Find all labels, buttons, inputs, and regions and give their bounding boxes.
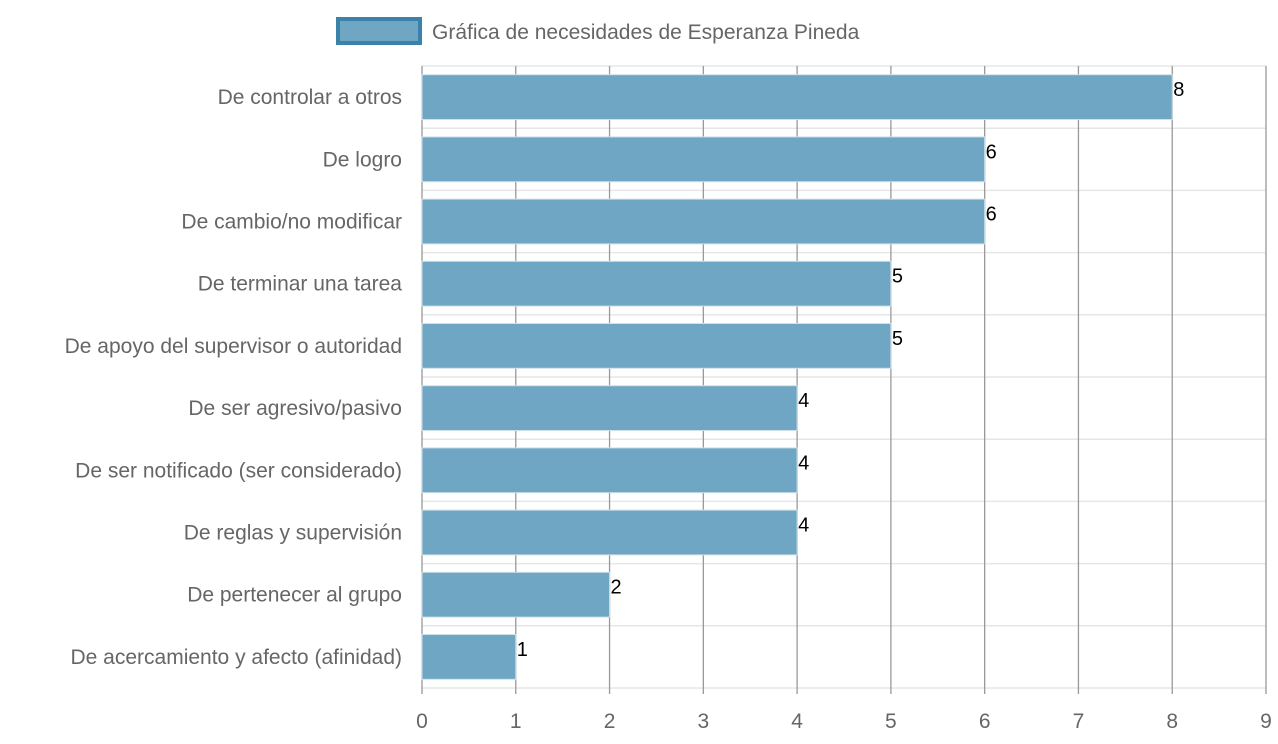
legend-swatch: [336, 17, 422, 45]
bars: [421, 74, 1173, 680]
bar: [421, 634, 517, 680]
x-tick-label: 1: [510, 710, 522, 733]
horizontal-gridlines: [422, 65, 1266, 689]
bar: [421, 198, 986, 245]
bar: [421, 323, 892, 369]
category-label: De acercamiento y afecto (afinidad): [71, 646, 403, 669]
data-label: 6: [986, 141, 997, 163]
bar: [421, 74, 1173, 120]
data-labels: 8 6 6 5 5 4 4 4 2 1: [517, 79, 1185, 661]
category-label: De pertenecer al grupo: [187, 584, 402, 607]
category-label: De ser agresivo/pasivo: [188, 397, 402, 420]
bar: [421, 260, 892, 307]
data-label: 5: [892, 328, 903, 350]
category-label: De reglas y supervisión: [184, 522, 402, 545]
bar: [421, 136, 986, 183]
x-axis-tick-labels: 0 1 2 3 4 5 6 7 8 9: [416, 710, 1272, 733]
data-label: 4: [798, 452, 809, 474]
category-labels: De controlar a otros De logro De cambio/no…: [65, 86, 403, 669]
category-label: De terminar una tarea: [198, 273, 403, 296]
bar: [421, 509, 798, 556]
category-label: De ser notificado (ser considerado): [75, 459, 402, 482]
data-label: 4: [798, 390, 809, 412]
x-tick-label: 9: [1260, 710, 1272, 733]
category-label: De logro: [323, 148, 402, 171]
x-tick-label: 3: [697, 710, 709, 733]
data-label: 8: [1173, 79, 1184, 101]
bar: [421, 571, 611, 618]
data-label: 4: [798, 515, 809, 537]
category-label: De apoyo del supervisor o autoridad: [65, 335, 402, 358]
data-label: 5: [892, 266, 903, 288]
x-tick-label: 0: [416, 710, 428, 733]
data-label: 2: [611, 577, 622, 599]
bar: [421, 385, 798, 431]
x-tick-label: 8: [1166, 710, 1178, 733]
legend: Gráfica de necesidades de Esperanza Pine…: [336, 17, 860, 45]
data-label: 6: [986, 204, 997, 226]
x-tick-label: 6: [979, 710, 991, 733]
x-tick-label: 4: [791, 710, 803, 733]
bar: [421, 447, 798, 494]
category-label: De controlar a otros: [218, 86, 402, 109]
data-label: 1: [517, 639, 528, 661]
category-label: De cambio/no modificar: [181, 211, 402, 234]
x-tick-label: 5: [885, 710, 897, 733]
x-tick-label: 7: [1073, 710, 1085, 733]
legend-series-name: Gráfica de necesidades de Esperanza Pine…: [432, 21, 860, 44]
x-tick-label: 2: [604, 710, 616, 733]
